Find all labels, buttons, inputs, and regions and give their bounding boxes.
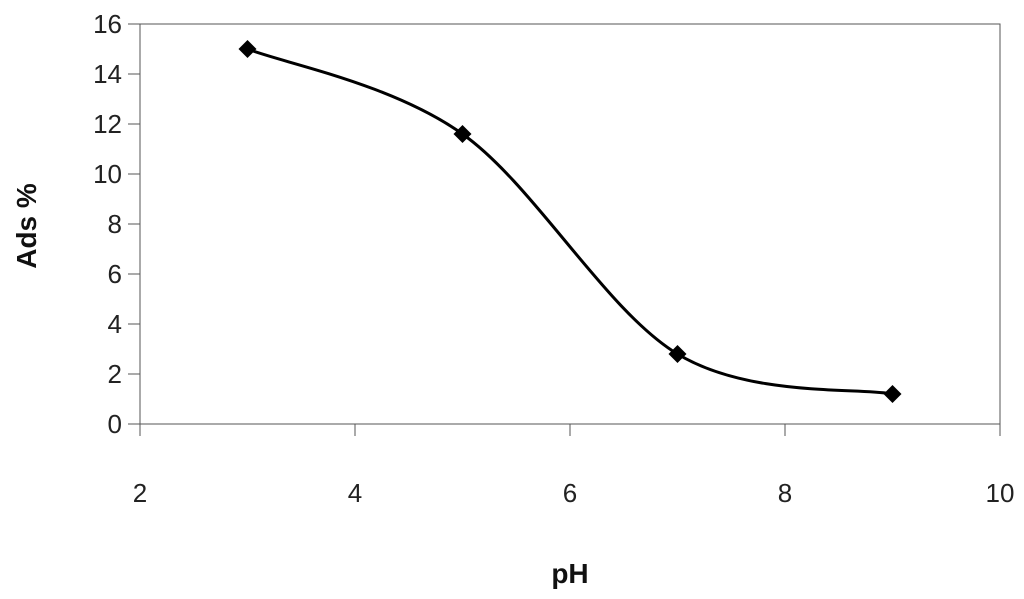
y-tick-label: 2 [108,359,122,389]
y-tick-label: 16 [93,9,122,39]
plot-area [139,23,1001,425]
x-tick-label: 2 [133,478,147,508]
data-markers [238,40,902,403]
x-axis-ticks: 2 4 6 8 10 [133,424,1015,508]
y-tick-label: 8 [108,209,122,239]
y-axis-ticks: 0 2 4 6 8 10 12 14 16 [93,9,140,439]
data-point-marker [883,385,902,403]
x-tick-label: 10 [986,478,1015,508]
data-point-marker [668,345,687,363]
y-tick-label: 12 [93,109,122,139]
x-tick-label: 8 [778,478,792,508]
y-tick-label: 0 [108,409,122,439]
x-tick-label: 6 [563,478,577,508]
y-tick-label: 14 [93,59,122,89]
y-tick-label: 4 [108,309,122,339]
plot-frame [139,23,1001,425]
y-tick-label: 6 [108,259,122,289]
x-tick-label: 4 [348,478,362,508]
x-axis-title: pH [551,558,588,589]
series-line [246,47,893,396]
data-point-marker [453,125,472,143]
data-point-marker [238,40,257,58]
y-tick-label: 10 [93,159,122,189]
y-axis-title: Ads % [11,183,42,269]
